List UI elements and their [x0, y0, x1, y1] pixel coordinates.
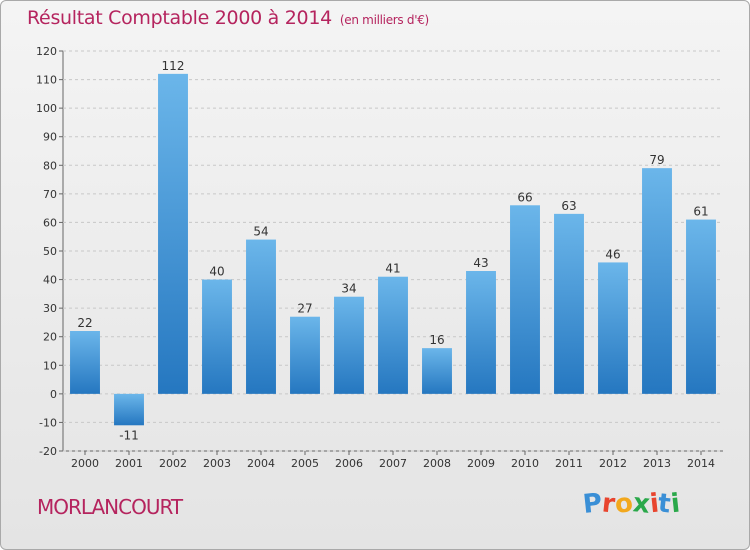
data-label: 54 — [253, 225, 268, 239]
x-tick-label: 2007 — [379, 457, 407, 470]
y-tick-label: 110 — [36, 74, 57, 87]
x-tick-label: 2008 — [423, 457, 451, 470]
data-label: 63 — [561, 199, 576, 213]
x-tick-label: 2000 — [71, 457, 99, 470]
bar — [334, 296, 364, 394]
bar — [686, 219, 716, 394]
chart-subtitle: (en milliers d'€) — [339, 13, 429, 27]
data-label: 40 — [209, 265, 224, 279]
x-tick-label: 2012 — [599, 457, 627, 470]
x-tick-label: 2002 — [159, 457, 187, 470]
bar — [246, 239, 276, 394]
bar — [158, 73, 188, 394]
data-label: 79 — [649, 153, 664, 167]
data-label: 112 — [162, 59, 185, 73]
bar — [598, 262, 628, 394]
x-tick-label: 2001 — [115, 457, 143, 470]
data-label: 66 — [517, 190, 532, 204]
y-tick-label: 0 — [50, 388, 57, 401]
y-tick-label: 120 — [36, 45, 57, 58]
x-tick-label: 2004 — [247, 457, 275, 470]
data-label: 61 — [693, 205, 708, 219]
bar — [422, 348, 452, 394]
bar — [466, 271, 496, 394]
bar — [642, 168, 672, 394]
bar — [290, 316, 320, 394]
logo-letter: i — [669, 488, 682, 520]
bar — [114, 393, 144, 426]
x-tick-label: 2014 — [687, 457, 715, 470]
y-tick-label: 60 — [43, 216, 57, 229]
data-label: 34 — [341, 282, 356, 296]
y-tick-label: 80 — [43, 159, 57, 172]
y-tick-label: -10 — [39, 416, 57, 429]
x-tick-label: 2011 — [555, 457, 583, 470]
x-tick-label: 2003 — [203, 457, 231, 470]
chart-title: Résultat Comptable 2000 à 2014 (en millie… — [27, 7, 429, 29]
x-tick-label: 2009 — [467, 457, 495, 470]
data-label: 46 — [605, 247, 620, 261]
data-label: 27 — [297, 302, 312, 316]
x-tick-label: 2013 — [643, 457, 671, 470]
y-tick-label: 20 — [43, 331, 57, 344]
bar — [70, 331, 100, 394]
chart-title-text: Résultat Comptable 2000 à 2014 — [27, 7, 332, 29]
data-label: 43 — [473, 256, 488, 270]
y-tick-label: 70 — [43, 188, 57, 201]
proxiti-logo[interactable]: Proxiti — [581, 488, 682, 520]
x-tick-label: 2005 — [291, 457, 319, 470]
commune-name: MORLANCOURT — [37, 495, 183, 519]
data-label: 22 — [77, 316, 92, 330]
bar — [554, 213, 584, 394]
y-tick-label: 50 — [43, 245, 57, 258]
y-tick-label: 90 — [43, 131, 57, 144]
bar — [202, 279, 232, 394]
bar — [378, 276, 408, 394]
x-tick-label: 2010 — [511, 457, 539, 470]
y-tick-label: 30 — [43, 302, 57, 315]
data-label: 41 — [385, 262, 400, 276]
x-tick-label: 2006 — [335, 457, 363, 470]
bar — [510, 205, 540, 394]
data-label: -11 — [119, 428, 139, 442]
data-label: 16 — [429, 333, 444, 347]
y-tick-label: -20 — [39, 445, 57, 458]
y-tick-label: 40 — [43, 274, 57, 287]
y-tick-label: 10 — [43, 359, 57, 372]
y-tick-label: 100 — [36, 102, 57, 115]
